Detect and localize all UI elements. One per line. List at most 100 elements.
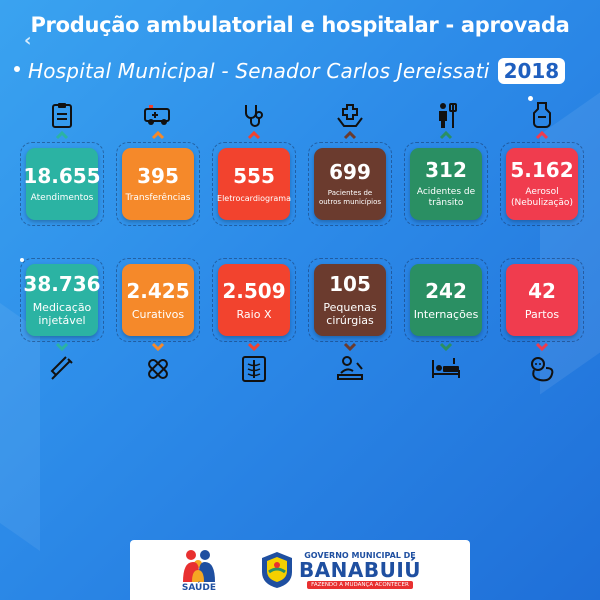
card-frame: 105 Pequenas cirúrgias <box>308 258 392 342</box>
stat-value: 555 <box>233 163 275 188</box>
footer-logos: SAÚDE GOVERNO MUNICIPAL DE BANABUIÚ FAZE… <box>130 540 470 600</box>
family-icon <box>182 549 215 582</box>
stat-card: 242 Internações <box>410 264 482 336</box>
stat-value: 38.736 <box>23 272 101 296</box>
patient-iv-icon <box>404 100 488 130</box>
stat-curativos: 2.425 Curativos <box>116 258 200 384</box>
stat-label: Medicação injetável <box>32 301 92 327</box>
stat-pacientes-outros-municipios: 699 Pacientes de outros municípios <box>308 100 392 226</box>
government-text: GOVERNO MUNICIPAL DE BANABUIÚ FAZENDO A … <box>299 551 421 589</box>
baby-icon <box>500 354 584 384</box>
hospital-bed-icon <box>404 354 488 384</box>
stat-label: Atendimentos <box>30 192 94 203</box>
stat-card: 18.655 Atendimentos <box>23 148 101 220</box>
stat-label: Aerosol (Nebulização) <box>511 187 573 208</box>
stat-label: Raio X <box>236 307 272 321</box>
stat-atendimentos: 18.655 Atendimentos <box>20 100 104 226</box>
subtitle-row: Hospital Municipal - Senador Carlos Jere… <box>28 56 588 86</box>
stat-value: 2.425 <box>126 278 190 303</box>
stat-label: Curativos <box>131 307 185 321</box>
card-frame: 312 Acidentes de trânsito <box>404 142 488 226</box>
clipboard-icon <box>20 100 104 130</box>
government-logo: GOVERNO MUNICIPAL DE BANABUIÚ FAZENDO A … <box>259 550 421 590</box>
government-slogan: FAZENDO A MUDANÇA ACONTECER <box>307 581 413 589</box>
card-frame: 42 Partos <box>500 258 584 342</box>
chevron-up-icon <box>500 130 584 142</box>
chevron-down-icon <box>116 342 200 354</box>
stethoscope-icon <box>212 100 296 130</box>
stat-aerosol: 5.162 Aerosol (Nebulização) <box>500 100 584 226</box>
stat-value: 699 <box>329 160 371 184</box>
chevron-down-icon <box>212 342 296 354</box>
stat-label: Pequenas cirúrgias <box>323 301 377 327</box>
stat-label: Internações <box>413 307 479 321</box>
stat-value: 42 <box>528 278 556 303</box>
page-subtitle: Hospital Municipal - Senador Carlos Jere… <box>28 59 490 83</box>
surgery-icon <box>308 354 392 384</box>
page-title: Produção ambulatorial e hospitalar - apr… <box>30 13 570 37</box>
card-frame: 38.736 Medicação injetável <box>20 258 104 342</box>
municipality-name: BANABUIÚ <box>298 558 422 582</box>
government-prefix: GOVERNO MUNICIPAL DE <box>304 551 416 560</box>
stat-value: 18.655 <box>23 163 101 188</box>
chevron-up-icon <box>404 130 488 142</box>
stat-card: 699 Pacientes de outros municípios <box>314 148 386 220</box>
chevron-up-icon <box>308 130 392 142</box>
stat-card: 42 Partos <box>506 264 578 336</box>
card-frame: 18.655 Atendimentos <box>20 142 104 226</box>
stat-label: Partos <box>524 307 560 321</box>
care-hands-icon <box>308 100 392 130</box>
chevron-up-icon <box>20 130 104 142</box>
stat-label: Acidentes de trânsito <box>416 187 476 208</box>
nebulizer-icon <box>500 100 584 130</box>
stat-value: 5.162 <box>510 158 574 182</box>
saude-logo: SAÚDE <box>179 548 219 593</box>
stat-eletrocardiograma: 555 Eletrocardiograma <box>212 100 296 226</box>
stat-value: 242 <box>425 278 467 303</box>
chevron-down-icon <box>404 342 488 354</box>
chevron-down-icon <box>308 342 392 354</box>
stat-transferencias: 395 Transferências <box>116 100 200 226</box>
chevron-down-icon <box>20 342 104 354</box>
decorative-dot <box>528 96 533 101</box>
card-frame: 2.425 Curativos <box>116 258 200 342</box>
stat-medicacao-injetavel: 38.736 Medicação injetável <box>20 258 104 384</box>
stat-card: 2.509 Raio X <box>218 264 290 336</box>
stat-internacoes: 242 Internações <box>404 258 488 384</box>
stat-card: 105 Pequenas cirúrgias <box>314 264 386 336</box>
stat-value: 105 <box>329 272 371 296</box>
chevron-down-icon <box>500 342 584 354</box>
stat-value: 312 <box>425 158 467 182</box>
stat-value: 395 <box>137 163 179 188</box>
stat-card: 5.162 Aerosol (Nebulização) <box>506 148 578 220</box>
municipal-crest-icon <box>261 552 292 588</box>
ambulance-icon <box>116 100 200 130</box>
stat-acidentes-transito: 312 Acidentes de trânsito <box>404 100 488 226</box>
stat-card: 38.736 Medicação injetável <box>23 264 101 336</box>
card-frame: 555 Eletrocardiograma <box>212 142 296 226</box>
chevron-up-icon <box>116 130 200 142</box>
chevron-up-icon <box>212 130 296 142</box>
decorative-dot <box>14 66 20 72</box>
stat-label: Transferências <box>125 192 191 203</box>
card-frame: 5.162 Aerosol (Nebulização) <box>500 142 584 226</box>
xray-icon <box>212 354 296 384</box>
stat-value: 2.509 <box>222 278 286 303</box>
decorative-dot <box>20 258 24 262</box>
stat-card: 2.425 Curativos <box>122 264 194 336</box>
stat-card: 312 Acidentes de trânsito <box>410 148 482 220</box>
stat-card: 555 Eletrocardiograma <box>217 148 291 220</box>
stat-pequenas-cirurgias: 105 Pequenas cirúrgias <box>308 258 392 384</box>
year-badge: 2018 <box>497 58 566 84</box>
bandage-icon <box>116 354 200 384</box>
stat-raio-x: 2.509 Raio X <box>212 258 296 384</box>
card-frame: 699 Pacientes de outros municípios <box>308 142 392 226</box>
card-frame: 2.509 Raio X <box>212 258 296 342</box>
card-frame: 395 Transferências <box>116 142 200 226</box>
stat-partos: 42 Partos <box>500 258 584 384</box>
card-frame: 242 Internações <box>404 258 488 342</box>
decorative-chevron: ‹ <box>24 30 32 51</box>
stat-card: 395 Transferências <box>122 148 194 220</box>
syringe-icon <box>20 354 104 384</box>
stat-label: Eletrocardiograma <box>217 193 291 203</box>
